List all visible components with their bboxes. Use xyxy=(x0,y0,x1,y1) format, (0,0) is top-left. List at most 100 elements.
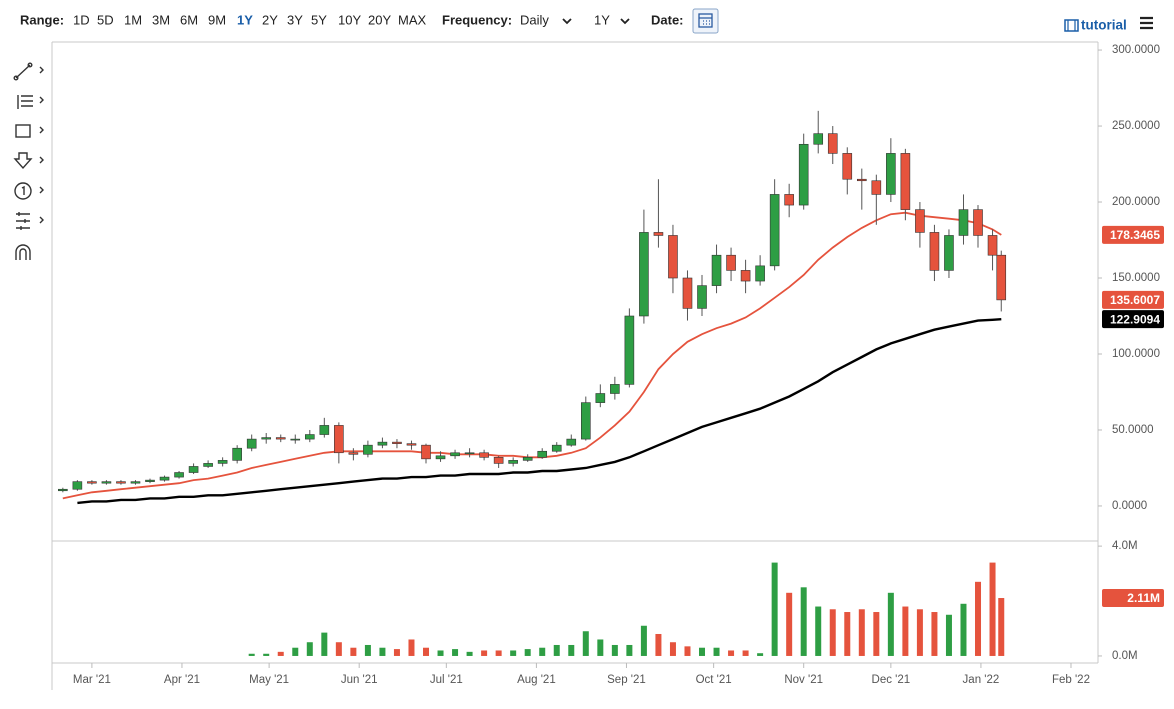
volume-bar xyxy=(684,646,691,656)
candle-body xyxy=(900,153,911,210)
x-tick-label: Oct '21 xyxy=(696,674,732,686)
x-tick-label: Apr '21 xyxy=(164,674,200,686)
candle-body xyxy=(610,384,620,394)
range-button[interactable]: 20Y xyxy=(368,12,391,27)
y-tick-label: 50.0000 xyxy=(1112,424,1154,436)
candle-body xyxy=(827,133,838,154)
arrow-tool[interactable] xyxy=(13,152,44,170)
range-button[interactable]: 2Y xyxy=(262,12,278,27)
candle-body xyxy=(479,452,489,458)
candle-body xyxy=(711,254,722,286)
date-label: Date: xyxy=(651,12,684,27)
volume-bar xyxy=(510,650,517,656)
candle-body xyxy=(275,437,286,440)
range-button[interactable]: 3M xyxy=(152,12,170,27)
candle-body xyxy=(551,444,562,452)
y-tick-label: 250.0000 xyxy=(1112,120,1160,132)
price-badge-label: 178.3465 xyxy=(1110,228,1160,242)
toolbar: Range: 1D 5D 1M 3M 6M 9M 1Y 2Y 3Y 5Y 10Y 20Y MAX Fre… xyxy=(20,8,1153,34)
candle-body xyxy=(421,444,431,460)
magnet-tool[interactable] xyxy=(15,244,31,260)
candle-body xyxy=(363,444,373,455)
tutorial-text[interactable]: tutorial xyxy=(1081,18,1127,33)
candle-body xyxy=(334,425,344,454)
candle-body xyxy=(493,457,504,464)
x-tick-label: Mar '21 xyxy=(73,674,111,686)
volume-bar xyxy=(975,581,982,656)
candle-body xyxy=(726,254,736,271)
volume-bar xyxy=(771,562,778,656)
range-button[interactable]: 3Y xyxy=(287,12,303,27)
candle-body xyxy=(188,466,199,473)
candle-body xyxy=(813,133,824,145)
volume-bar xyxy=(989,562,996,656)
period-select[interactable]: 1Y xyxy=(594,12,610,27)
volume-bar xyxy=(568,644,575,656)
x-tick-label: Jul '21 xyxy=(430,674,463,686)
chevron[interactable] xyxy=(562,18,572,25)
volume-bar xyxy=(306,642,313,656)
volume-bar xyxy=(669,642,676,656)
range-button[interactable]: 5Y xyxy=(311,12,327,27)
range-button[interactable]: 6M xyxy=(180,12,198,27)
volume-bar xyxy=(655,633,662,656)
candle-body xyxy=(217,460,228,464)
volume-bar xyxy=(452,649,459,656)
range-button[interactable]: 1D xyxy=(73,12,90,27)
volume-bar xyxy=(626,644,633,656)
volume-bar xyxy=(873,612,880,656)
volume-bar xyxy=(998,598,1005,656)
candle-body xyxy=(290,438,301,441)
volume-bar xyxy=(800,587,807,656)
annotation-tool[interactable] xyxy=(14,182,44,200)
candle-body xyxy=(87,481,97,484)
volume-bar xyxy=(858,609,865,656)
volume-bar xyxy=(379,647,386,656)
volume-bar xyxy=(945,614,952,656)
volume-tick-label: 4.0M xyxy=(1112,540,1138,552)
calendar-button[interactable] xyxy=(692,8,719,34)
volume-bar xyxy=(437,650,444,656)
x-tick-label: May '21 xyxy=(249,674,289,686)
chevron[interactable] xyxy=(620,18,630,25)
range-button[interactable]: 10Y xyxy=(338,12,361,27)
candle-body xyxy=(682,277,693,309)
range-button[interactable]: MAX xyxy=(398,12,427,27)
volume-bar xyxy=(844,612,851,656)
volume-tick-label: 0.0M xyxy=(1112,650,1138,662)
range-button[interactable]: 1M xyxy=(124,12,142,27)
x-tick-label: Aug '21 xyxy=(517,674,556,686)
volume-bar xyxy=(495,650,502,656)
candle-body xyxy=(435,455,446,460)
moving-average xyxy=(77,318,1002,505)
volume-bar xyxy=(364,644,371,656)
candle-body xyxy=(304,434,315,440)
moving-average xyxy=(62,211,1002,500)
plot: 0.0000 50.0000 100.0000 150.0000 200.0000 250… xyxy=(58,44,1164,686)
candle-body xyxy=(944,235,954,271)
candle-body xyxy=(450,452,460,457)
range-button[interactable]: 1Y xyxy=(237,12,253,27)
tutorial-link[interactable]: tutorial xyxy=(1064,18,1127,33)
y-tick-label: 0.0000 xyxy=(1112,500,1147,512)
fib-tool[interactable] xyxy=(17,95,44,109)
candle-body xyxy=(740,270,751,282)
menu-button[interactable] xyxy=(1140,16,1153,30)
range-button[interactable]: 5D xyxy=(97,12,114,27)
volume-bar xyxy=(757,653,764,656)
volume-bar xyxy=(335,642,342,656)
volume-bar xyxy=(742,650,749,656)
shape-tool[interactable] xyxy=(15,124,44,138)
candle-body xyxy=(929,232,940,271)
candle-body xyxy=(58,488,68,492)
candle-body xyxy=(856,178,867,182)
frequency-select[interactable]: Daily xyxy=(520,12,549,27)
price-badge-label: 122.9094 xyxy=(1110,312,1160,326)
range-button[interactable]: 9M xyxy=(208,12,226,27)
measure-tool[interactable] xyxy=(16,212,44,230)
candle-body xyxy=(769,194,780,267)
panel-frame xyxy=(51,41,1099,690)
candle-body xyxy=(973,209,983,236)
line-tool[interactable] xyxy=(13,62,44,81)
